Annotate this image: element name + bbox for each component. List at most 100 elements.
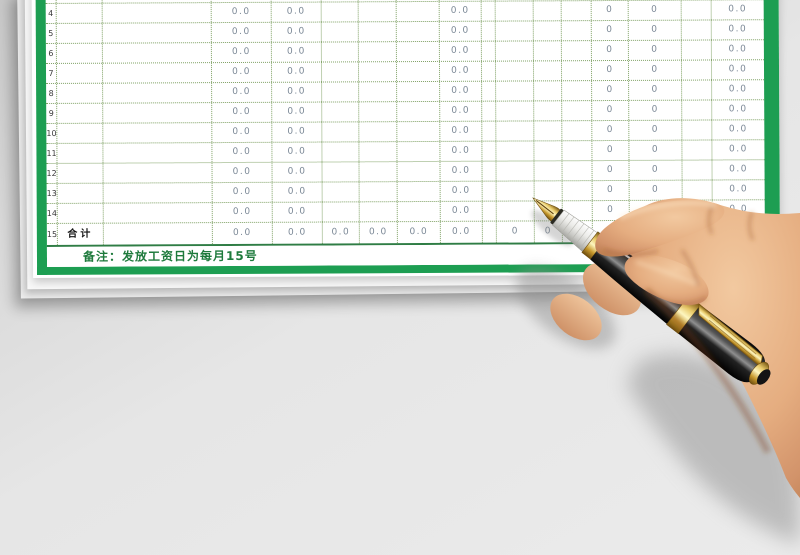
table-cell[interactable] (56, 3, 103, 23)
table-cell[interactable] (322, 102, 360, 122)
table-cell[interactable] (534, 141, 563, 161)
table-cell[interactable] (562, 181, 593, 201)
table-cell[interactable] (482, 141, 497, 161)
table-cell[interactable]: 0.0 (440, 161, 483, 181)
table-cell[interactable] (629, 220, 683, 242)
row-number[interactable]: 10 (46, 123, 58, 143)
table-cell[interactable]: 0.0 (211, 22, 272, 43)
table-cell[interactable] (496, 181, 535, 201)
table-cell[interactable]: 0.0 (211, 62, 273, 83)
table-cell[interactable]: 0.0 (211, 2, 272, 23)
table-cell[interactable] (103, 83, 213, 103)
table-cell[interactable]: 0.0 (271, 2, 322, 22)
table-cell[interactable] (359, 102, 398, 122)
table-cell[interactable] (103, 103, 213, 123)
table-cell[interactable] (534, 181, 563, 201)
table-cell[interactable] (534, 201, 563, 221)
table-cell[interactable] (321, 42, 359, 62)
table-cell[interactable] (56, 63, 104, 83)
table-cell[interactable]: 0.0 (271, 62, 323, 82)
table-cell[interactable]: 0.0 (212, 82, 273, 103)
table-cell[interactable] (682, 220, 713, 242)
table-cell[interactable] (482, 81, 497, 101)
row-number[interactable]: 4 (45, 3, 57, 23)
table-cell[interactable] (396, 41, 440, 62)
table-cell[interactable] (562, 161, 593, 181)
table-cell[interactable] (57, 203, 104, 223)
table-cell[interactable] (57, 123, 104, 143)
table-cell[interactable]: 0.0 (322, 222, 360, 244)
table-cell[interactable] (397, 161, 441, 182)
table-cell[interactable]: 0 (629, 180, 683, 200)
table-cell[interactable] (397, 101, 441, 122)
table-cell[interactable] (359, 142, 398, 162)
table-cell[interactable] (211, 0, 272, 3)
table-cell[interactable]: 0.0 (272, 202, 323, 222)
row-number[interactable]: 7 (45, 63, 58, 83)
table-cell[interactable]: 0.0 (729, 164, 748, 175)
table-cell[interactable]: 0.0 (729, 184, 749, 195)
table-cell[interactable] (102, 63, 213, 83)
table-cell[interactable]: 0 (629, 120, 683, 140)
table-cell[interactable] (682, 140, 713, 160)
table-cell[interactable] (481, 61, 497, 81)
row-number[interactable]: 15 (46, 223, 58, 245)
table-cell[interactable] (682, 200, 713, 220)
table-cell[interactable] (682, 80, 713, 100)
table-cell[interactable] (482, 181, 497, 201)
table-cell[interactable] (358, 2, 397, 22)
table-cell[interactable]: 0.0 (397, 221, 441, 244)
table-cell[interactable]: 0.0 (728, 64, 748, 75)
table-cell[interactable]: 0 (629, 160, 683, 180)
table-cell[interactable]: 0.0 (272, 162, 323, 182)
table-cell[interactable] (533, 41, 562, 61)
table-cell[interactable] (562, 221, 593, 243)
table-cell[interactable] (481, 21, 496, 41)
table-cell[interactable]: 0 (628, 40, 682, 60)
table-cell[interactable] (359, 82, 398, 102)
table-cell[interactable] (562, 81, 593, 101)
table-cell[interactable] (482, 101, 497, 121)
table-cell[interactable] (481, 1, 496, 21)
table-cell[interactable]: 0.0 (440, 181, 483, 201)
table-cell[interactable]: 0 (534, 221, 563, 243)
table-cell[interactable] (713, 220, 765, 241)
table-cell[interactable] (533, 61, 563, 81)
table-cell[interactable] (481, 0, 496, 1)
table-cell[interactable] (102, 3, 212, 23)
table-cell[interactable]: 0.0 (440, 201, 483, 221)
table-cell[interactable] (321, 2, 359, 22)
row-number[interactable]: 12 (46, 163, 58, 183)
table-cell[interactable]: 0.0 (728, 104, 748, 115)
table-cell[interactable] (534, 101, 563, 121)
table-cell[interactable] (561, 41, 592, 61)
table-cell[interactable] (496, 201, 535, 221)
table-cell[interactable]: 0.0 (440, 81, 483, 101)
table-cell[interactable] (322, 202, 360, 222)
table-cell[interactable]: 0 (628, 20, 682, 40)
table-cell[interactable] (57, 163, 104, 183)
row-number[interactable]: 9 (46, 103, 58, 123)
note-row[interactable]: 备注：发放工资日为每月15号 (46, 243, 766, 267)
table-cell[interactable]: 0.0 (212, 202, 273, 223)
table-cell[interactable] (103, 123, 213, 143)
table-cell[interactable]: 0.0 (440, 221, 483, 243)
table-cell[interactable]: 0.0 (272, 82, 323, 102)
table-cell[interactable] (682, 120, 713, 140)
table-cell[interactable]: 0.0 (212, 162, 273, 183)
table-cell[interactable] (534, 161, 563, 181)
table-cell[interactable]: 0 (592, 100, 630, 121)
table-cell[interactable] (396, 61, 441, 82)
row-number[interactable]: 11 (46, 143, 58, 163)
table-cell[interactable] (56, 43, 103, 63)
table-cell[interactable] (681, 20, 712, 40)
table-cell[interactable] (533, 21, 562, 41)
table-cell[interactable] (482, 201, 497, 221)
table-cell[interactable] (397, 141, 441, 162)
table-cell[interactable]: 0.0 (211, 42, 272, 63)
table-cell[interactable] (561, 1, 592, 21)
table-cell[interactable] (358, 62, 398, 82)
table-cell[interactable] (321, 22, 359, 42)
table-cell[interactable]: 0.0 (271, 42, 322, 62)
table-cell[interactable]: 0 (628, 60, 683, 80)
